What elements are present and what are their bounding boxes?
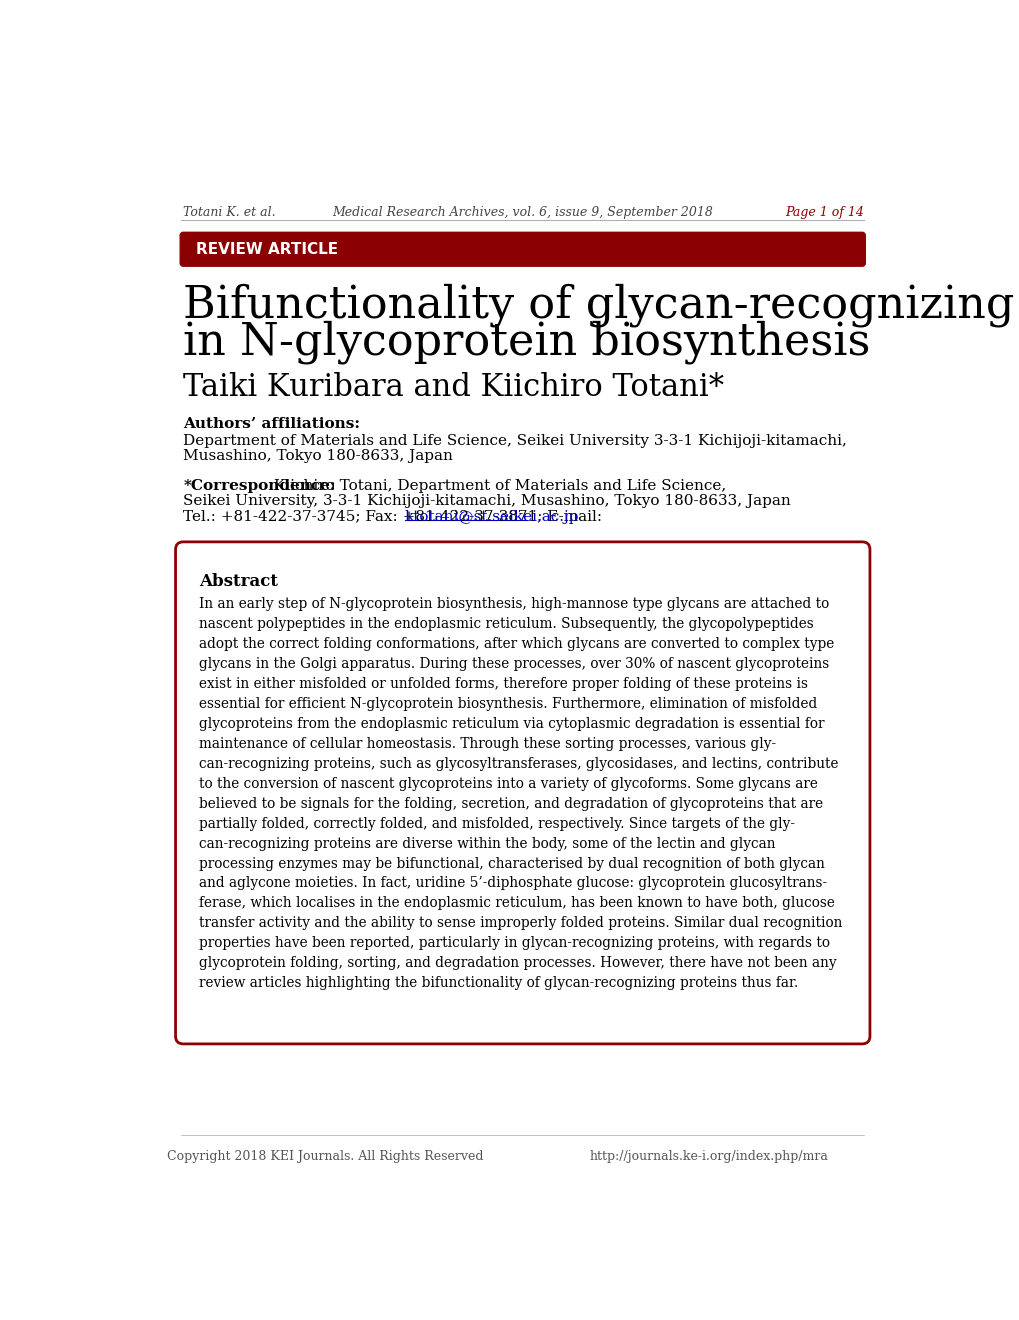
Text: Bifunctionality of glycan-recognizing proteins: Bifunctionality of glycan-recognizing pr… xyxy=(183,284,1019,327)
FancyBboxPatch shape xyxy=(180,232,864,267)
Text: Abstract: Abstract xyxy=(199,573,277,590)
Text: Medical Research Archives, vol. 6, issue 9, September 2018: Medical Research Archives, vol. 6, issue… xyxy=(332,206,712,219)
Text: Department of Materials and Life Science, Seikei University 3-3-1 Kichijoji-kita: Department of Materials and Life Science… xyxy=(183,434,847,447)
Text: Musashino, Tokyo 180-8633, Japan: Musashino, Tokyo 180-8633, Japan xyxy=(183,449,452,463)
Text: Page 1 of 14: Page 1 of 14 xyxy=(784,206,863,219)
Text: Kiichiro Totani, Department of Materials and Life Science,: Kiichiro Totani, Department of Materials… xyxy=(268,479,726,492)
Text: http://journals.ke-i.org/index.php/mra: http://journals.ke-i.org/index.php/mra xyxy=(589,1150,827,1163)
Text: Totani K. et al.: Totani K. et al. xyxy=(183,206,276,219)
Text: Authors’ affiliations:: Authors’ affiliations: xyxy=(183,417,360,432)
Text: Seikei University, 3-3-1 Kichijoji-kitamachi, Musashino, Tokyo 180-8633, Japan: Seikei University, 3-3-1 Kichijoji-kitam… xyxy=(183,494,791,508)
FancyBboxPatch shape xyxy=(175,543,869,1044)
Text: Copyright 2018 KEI Journals. All Rights Reserved: Copyright 2018 KEI Journals. All Rights … xyxy=(167,1150,483,1163)
Text: REVIEW ARTICLE: REVIEW ARTICLE xyxy=(196,242,337,257)
Text: Taiki Kuribara and Kiichiro Totani*: Taiki Kuribara and Kiichiro Totani* xyxy=(183,372,723,404)
Text: Tel.: +81-422-37-3745; Fax: +81-422-37-3871; E-mail:: Tel.: +81-422-37-3745; Fax: +81-422-37-3… xyxy=(183,510,606,524)
Text: in N-glycoprotein biosynthesis: in N-glycoprotein biosynthesis xyxy=(183,321,870,364)
Text: In an early step of N-glycoprotein biosynthesis, high-mannose type glycans are a: In an early step of N-glycoprotein biosy… xyxy=(199,598,842,990)
Text: ktotani@st.seikei.ac.jp: ktotani@st.seikei.ac.jp xyxy=(405,510,579,524)
Text: *Correspondence:: *Correspondence: xyxy=(183,479,335,492)
